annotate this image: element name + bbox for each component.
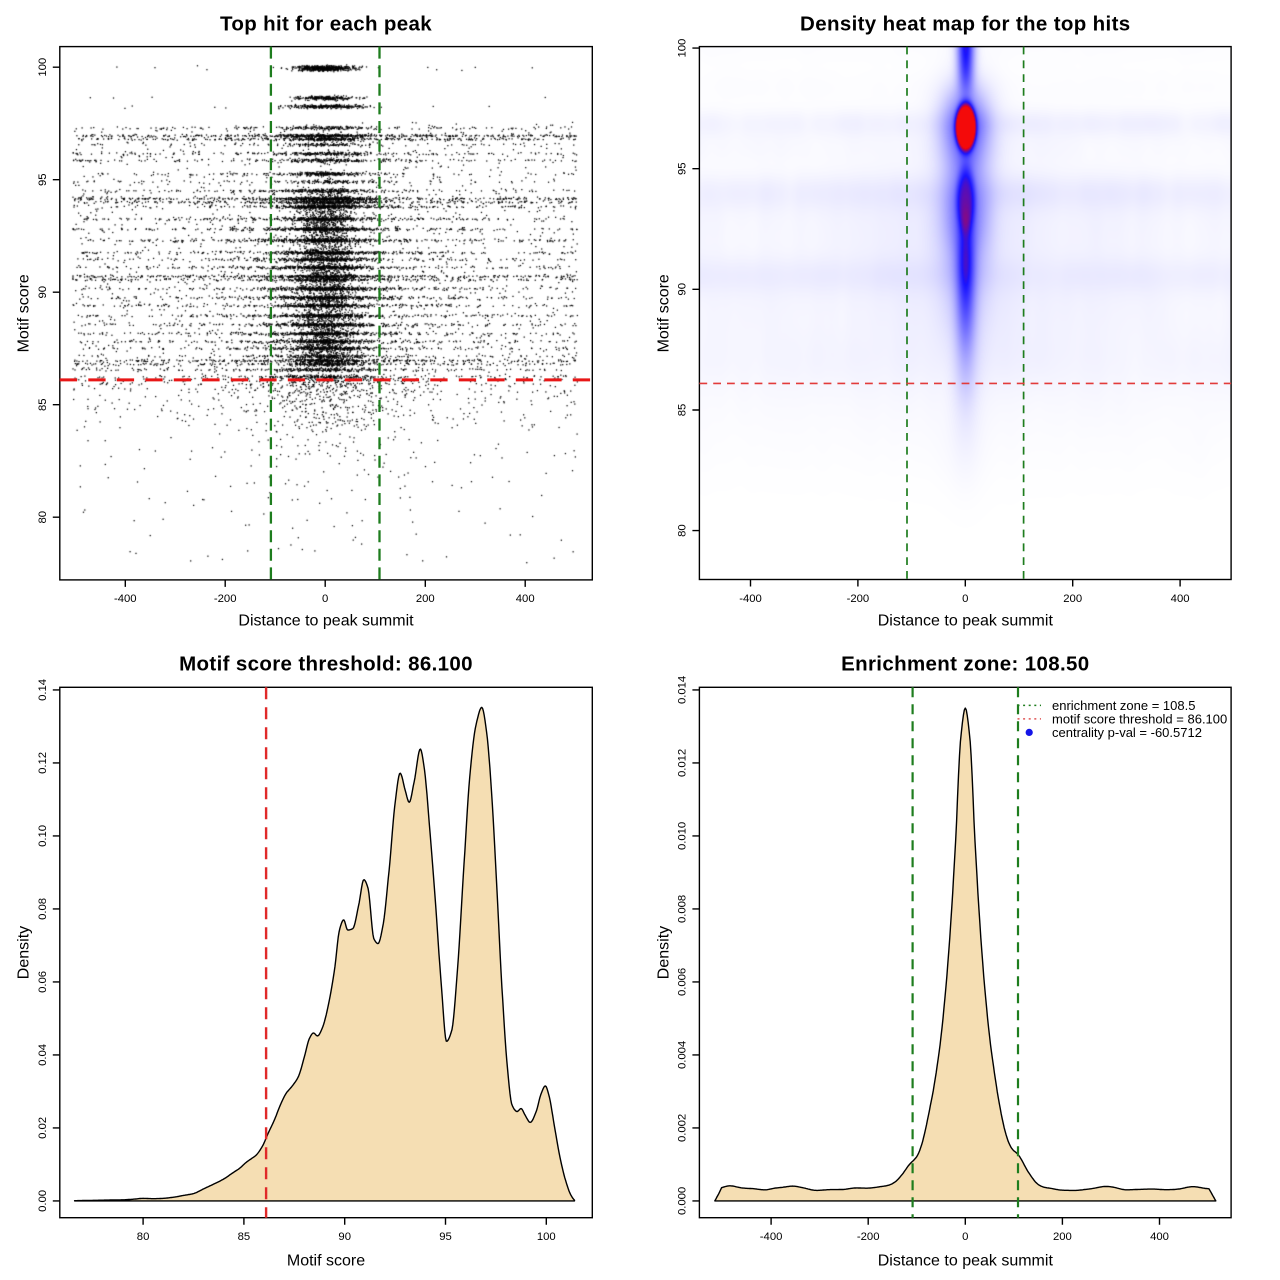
- svg-text:80: 80: [676, 524, 688, 537]
- svg-text:0.012: 0.012: [676, 749, 688, 777]
- svg-text:Top hit for each peak: Top hit for each peak: [220, 12, 432, 35]
- svg-text:0.06: 0.06: [37, 971, 49, 993]
- svg-text:Density: Density: [16, 926, 33, 979]
- svg-text:90: 90: [37, 286, 49, 299]
- svg-text:85: 85: [676, 404, 688, 417]
- svg-text:0.010: 0.010: [676, 822, 688, 850]
- svg-text:0.08: 0.08: [37, 898, 49, 920]
- svg-text:100: 100: [537, 1231, 556, 1243]
- svg-text:80: 80: [137, 1231, 150, 1243]
- svg-text:Distance to peak summit: Distance to peak summit: [238, 613, 414, 630]
- svg-text:400: 400: [516, 593, 535, 605]
- svg-text:0.04: 0.04: [37, 1044, 49, 1066]
- svg-text:0: 0: [322, 593, 328, 605]
- svg-text:Enrichment zone: 108.50: Enrichment zone: 108.50: [841, 652, 1089, 675]
- svg-text:85: 85: [37, 398, 49, 411]
- svg-text:0.002: 0.002: [676, 1114, 688, 1142]
- svg-text:95: 95: [676, 162, 688, 175]
- svg-text:90: 90: [338, 1231, 351, 1243]
- svg-text:-400: -400: [760, 1231, 783, 1243]
- svg-text:Motif score: Motif score: [16, 274, 33, 352]
- svg-text:centrality p-val = -60.5712: centrality p-val = -60.5712: [1052, 725, 1202, 740]
- svg-text:0.14: 0.14: [37, 679, 49, 701]
- svg-text:80: 80: [37, 511, 49, 524]
- svg-text:0.000: 0.000: [676, 1187, 688, 1215]
- svg-text:Motif score: Motif score: [655, 274, 672, 352]
- svg-text:0.12: 0.12: [37, 752, 49, 774]
- svg-text:200: 200: [1063, 593, 1082, 605]
- svg-text:95: 95: [439, 1231, 452, 1243]
- svg-text:85: 85: [238, 1231, 251, 1243]
- svg-text:Density: Density: [655, 926, 672, 979]
- svg-text:0.004: 0.004: [676, 1041, 688, 1069]
- svg-text:motif score threshold = 86.100: motif score threshold = 86.100: [1052, 711, 1227, 726]
- svg-text:400: 400: [1150, 1231, 1169, 1243]
- svg-text:90: 90: [676, 283, 688, 296]
- svg-text:Distance to peak summit: Distance to peak summit: [878, 1253, 1054, 1270]
- svg-text:0.10: 0.10: [37, 825, 49, 847]
- svg-text:100: 100: [37, 58, 49, 77]
- svg-text:-200: -200: [214, 593, 237, 605]
- svg-text:Motif score: Motif score: [287, 1253, 365, 1270]
- svg-text:-400: -400: [114, 593, 137, 605]
- svg-text:0.014: 0.014: [676, 676, 688, 704]
- svg-text:95: 95: [37, 173, 49, 186]
- svg-text:0.02: 0.02: [37, 1117, 49, 1139]
- svg-text:-200: -200: [847, 593, 870, 605]
- svg-text:enrichment zone = 108.5: enrichment zone = 108.5: [1052, 698, 1195, 713]
- svg-text:0.006: 0.006: [676, 968, 688, 996]
- svg-text:Density heat map for the top h: Density heat map for the top hits: [800, 12, 1130, 35]
- svg-text:100: 100: [676, 39, 688, 58]
- svg-text:0.008: 0.008: [676, 895, 688, 923]
- svg-text:0: 0: [962, 593, 968, 605]
- svg-text:-200: -200: [857, 1231, 880, 1243]
- svg-text:400: 400: [1171, 593, 1190, 605]
- svg-text:0.00: 0.00: [37, 1190, 49, 1212]
- svg-text:200: 200: [416, 593, 435, 605]
- svg-text:-400: -400: [739, 593, 762, 605]
- svg-text:0: 0: [962, 1231, 968, 1243]
- svg-text:Distance to peak summit: Distance to peak summit: [878, 613, 1054, 630]
- svg-text:Motif score threshold: 86.100: Motif score threshold: 86.100: [179, 652, 473, 675]
- svg-text:200: 200: [1053, 1231, 1072, 1243]
